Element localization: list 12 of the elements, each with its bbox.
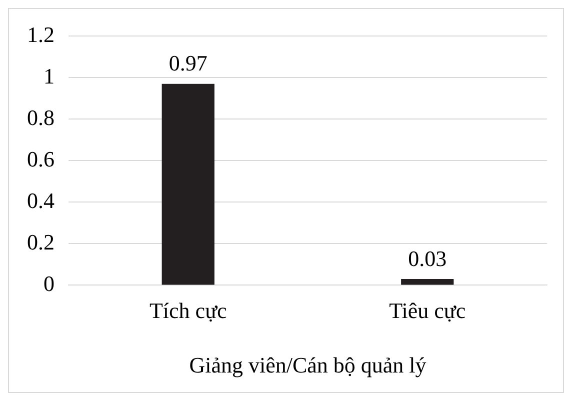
data-label: 0.03 [408,246,447,271]
y-tick-label: 0.8 [27,104,54,130]
y-tick-label: 1 [44,63,54,88]
y-tick-label: 0 [44,270,54,296]
data-label: 0.97 [168,50,208,76]
y-tick-label: 0.4 [27,188,54,213]
y-tick-label: 0.2 [27,229,54,254]
y-tick-label: 0.6 [27,146,54,172]
x-tick-label: Tích cực [149,298,227,324]
y-tick-label: 1.2 [27,22,54,47]
x-tick-label: Tiêu cực [389,298,466,324]
x-axis-title: Giảng viên/Cán bộ quản lý [189,352,426,378]
